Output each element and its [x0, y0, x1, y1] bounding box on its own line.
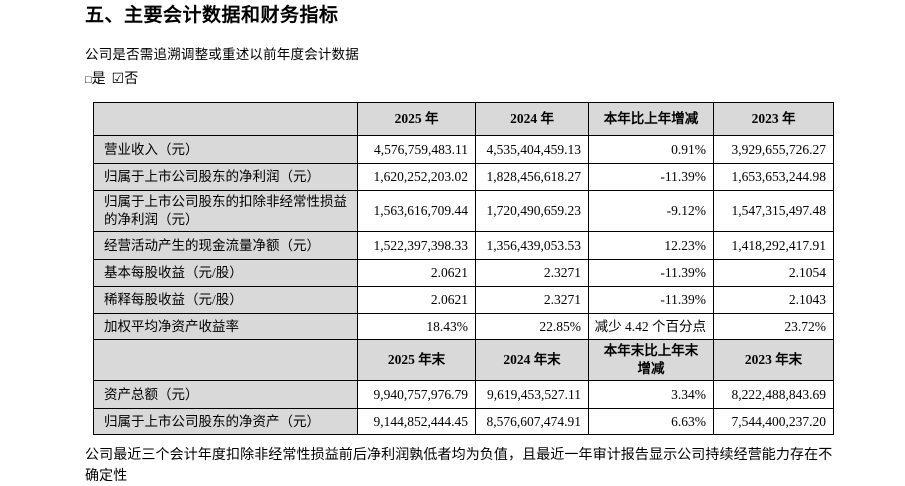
row-label: 经营活动产生的现金流量净额（元） [93, 231, 358, 260]
row-label: 营业收入（元） [93, 135, 358, 164]
value-2024: 9,619,453,527.11 [475, 380, 589, 409]
col-header-yearend-change: 本年末比上年末增减 [588, 339, 714, 381]
value-2024: 1,720,490,659.23 [475, 190, 589, 232]
value-change: 12.23% [588, 231, 714, 260]
value-2025: 1,522,397,398.33 [357, 231, 476, 260]
restatement-options: □是 ☑否 [85, 71, 905, 89]
row-label: 资产总额（元） [93, 380, 358, 409]
value-2023: 8,222,488,843.69 [713, 380, 834, 409]
value-2025: 2.0621 [357, 259, 476, 287]
value-change: 6.63% [588, 408, 714, 435]
value-2025: 9,940,757,976.79 [357, 380, 476, 409]
checkbox-checked-icon: ☑ [111, 72, 125, 87]
table-row-net-profit: 归属于上市公司股东的净利润（元） 1,620,252,203.02 1,828,… [93, 163, 834, 191]
value-2025: 1,563,616,709.44 [357, 190, 476, 232]
footnote: 公司最近三个会计年度扣除非经常性损益前后净利润孰低者均为负值，且最近一年审计报告… [85, 448, 833, 484]
corner-cell [93, 339, 358, 381]
table-row-weighted-avg-roe: 加权平均净资产收益率 18.43% 22.85% 减少 4.42 个百分点 23… [93, 313, 834, 340]
value-2025: 9,144,852,444.45 [357, 408, 476, 435]
col-header-2024-end: 2024 年末 [475, 339, 589, 381]
row-label: 稀释每股收益（元/股） [93, 286, 358, 314]
table-row-deducted-net-profit: 归属于上市公司股东的扣除非经常性损益的净利润（元） 1,563,616,709.… [93, 190, 834, 232]
restatement-question: 公司是否需追溯调整或重述以前年度会计数据 [85, 47, 359, 62]
value-change: 3.34% [588, 380, 714, 409]
table-row-net-assets: 归属于上市公司股东的净资产（元） 9,144,852,444.45 8,576,… [93, 408, 834, 435]
value-2025: 2.0621 [357, 286, 476, 314]
row-label: 归属于上市公司股东的净资产（元） [93, 408, 358, 435]
table-row-operating-cash-flow: 经营活动产生的现金流量净额（元） 1,522,397,398.33 1,356,… [93, 231, 834, 260]
value-2023: 2.1043 [713, 286, 834, 314]
value-change: -11.39% [588, 259, 714, 287]
value-2023: 1,418,292,417.91 [713, 231, 834, 260]
option-no-label: 否 [124, 72, 139, 87]
value-2024: 4,535,404,459.13 [475, 135, 589, 164]
row-label: 归属于上市公司股东的净利润（元） [93, 163, 358, 191]
col-header-2025: 2025 年 [357, 102, 476, 136]
value-2025: 4,576,759,483.11 [357, 135, 476, 164]
report-page: 五、主要会计数据和财务指标 公司是否需追溯调整或重述以前年度会计数据 □是 ☑否 … [0, 5, 905, 486]
value-2024: 2.3271 [475, 286, 589, 314]
value-2024: 1,828,456,618.27 [475, 163, 589, 191]
value-change: 0.91% [588, 135, 714, 164]
value-2023: 23.72% [713, 313, 834, 340]
yearend-header-row: 2025 年末 2024 年末 本年末比上年末增减 2023 年末 [93, 339, 834, 381]
annual-header-row: 2025 年 2024 年 本年比上年增减 2023 年 [93, 102, 834, 136]
value-2023: 2.1054 [713, 259, 834, 287]
value-2024: 22.85% [475, 313, 589, 340]
checkbox-unchecked-icon: □ [85, 74, 92, 86]
value-change: 减少 4.42 个百分点 [588, 313, 714, 340]
value-2024: 8,576,607,474.91 [475, 408, 589, 435]
value-2025: 1,620,252,203.02 [357, 163, 476, 191]
col-header-2023-end: 2023 年末 [713, 339, 834, 381]
value-2024: 2.3271 [475, 259, 589, 287]
col-header-2023: 2023 年 [713, 102, 834, 136]
col-header-yoy-change: 本年比上年增减 [588, 102, 714, 136]
row-label: 加权平均净资产收益率 [93, 313, 358, 340]
corner-cell [93, 102, 358, 136]
value-2024: 1,356,439,053.53 [475, 231, 589, 260]
financial-indicators-table: 2025 年 2024 年 本年比上年增减 2023 年 营业收入（元） 4,5… [93, 102, 834, 435]
section-title: 五、主要会计数据和财务指标 [85, 5, 339, 26]
table-row-basic-eps: 基本每股收益（元/股） 2.0621 2.3271 -11.39% 2.1054 [93, 259, 834, 287]
value-2023: 1,547,315,497.48 [713, 190, 834, 232]
option-yes-label: 是 [91, 72, 106, 87]
value-2023: 3,929,655,726.27 [713, 135, 834, 164]
col-header-2024: 2024 年 [475, 102, 589, 136]
value-2023: 1,653,653,244.98 [713, 163, 834, 191]
value-2023: 7,544,400,237.20 [713, 408, 834, 435]
row-label: 归属于上市公司股东的扣除非经常性损益的净利润（元） [93, 190, 358, 232]
value-change: -11.39% [588, 286, 714, 314]
table-row-diluted-eps: 稀释每股收益（元/股） 2.0621 2.3271 -11.39% 2.1043 [93, 286, 834, 314]
col-header-2025-end: 2025 年末 [357, 339, 476, 381]
table-row-total-assets: 资产总额（元） 9,940,757,976.79 9,619,453,527.1… [93, 380, 834, 409]
value-2025: 18.43% [357, 313, 476, 340]
row-label: 基本每股收益（元/股） [93, 259, 358, 287]
value-change: -11.39% [588, 163, 714, 191]
table-row-revenue: 营业收入（元） 4,576,759,483.11 4,535,404,459.1… [93, 135, 834, 164]
value-change: -9.12% [588, 190, 714, 232]
